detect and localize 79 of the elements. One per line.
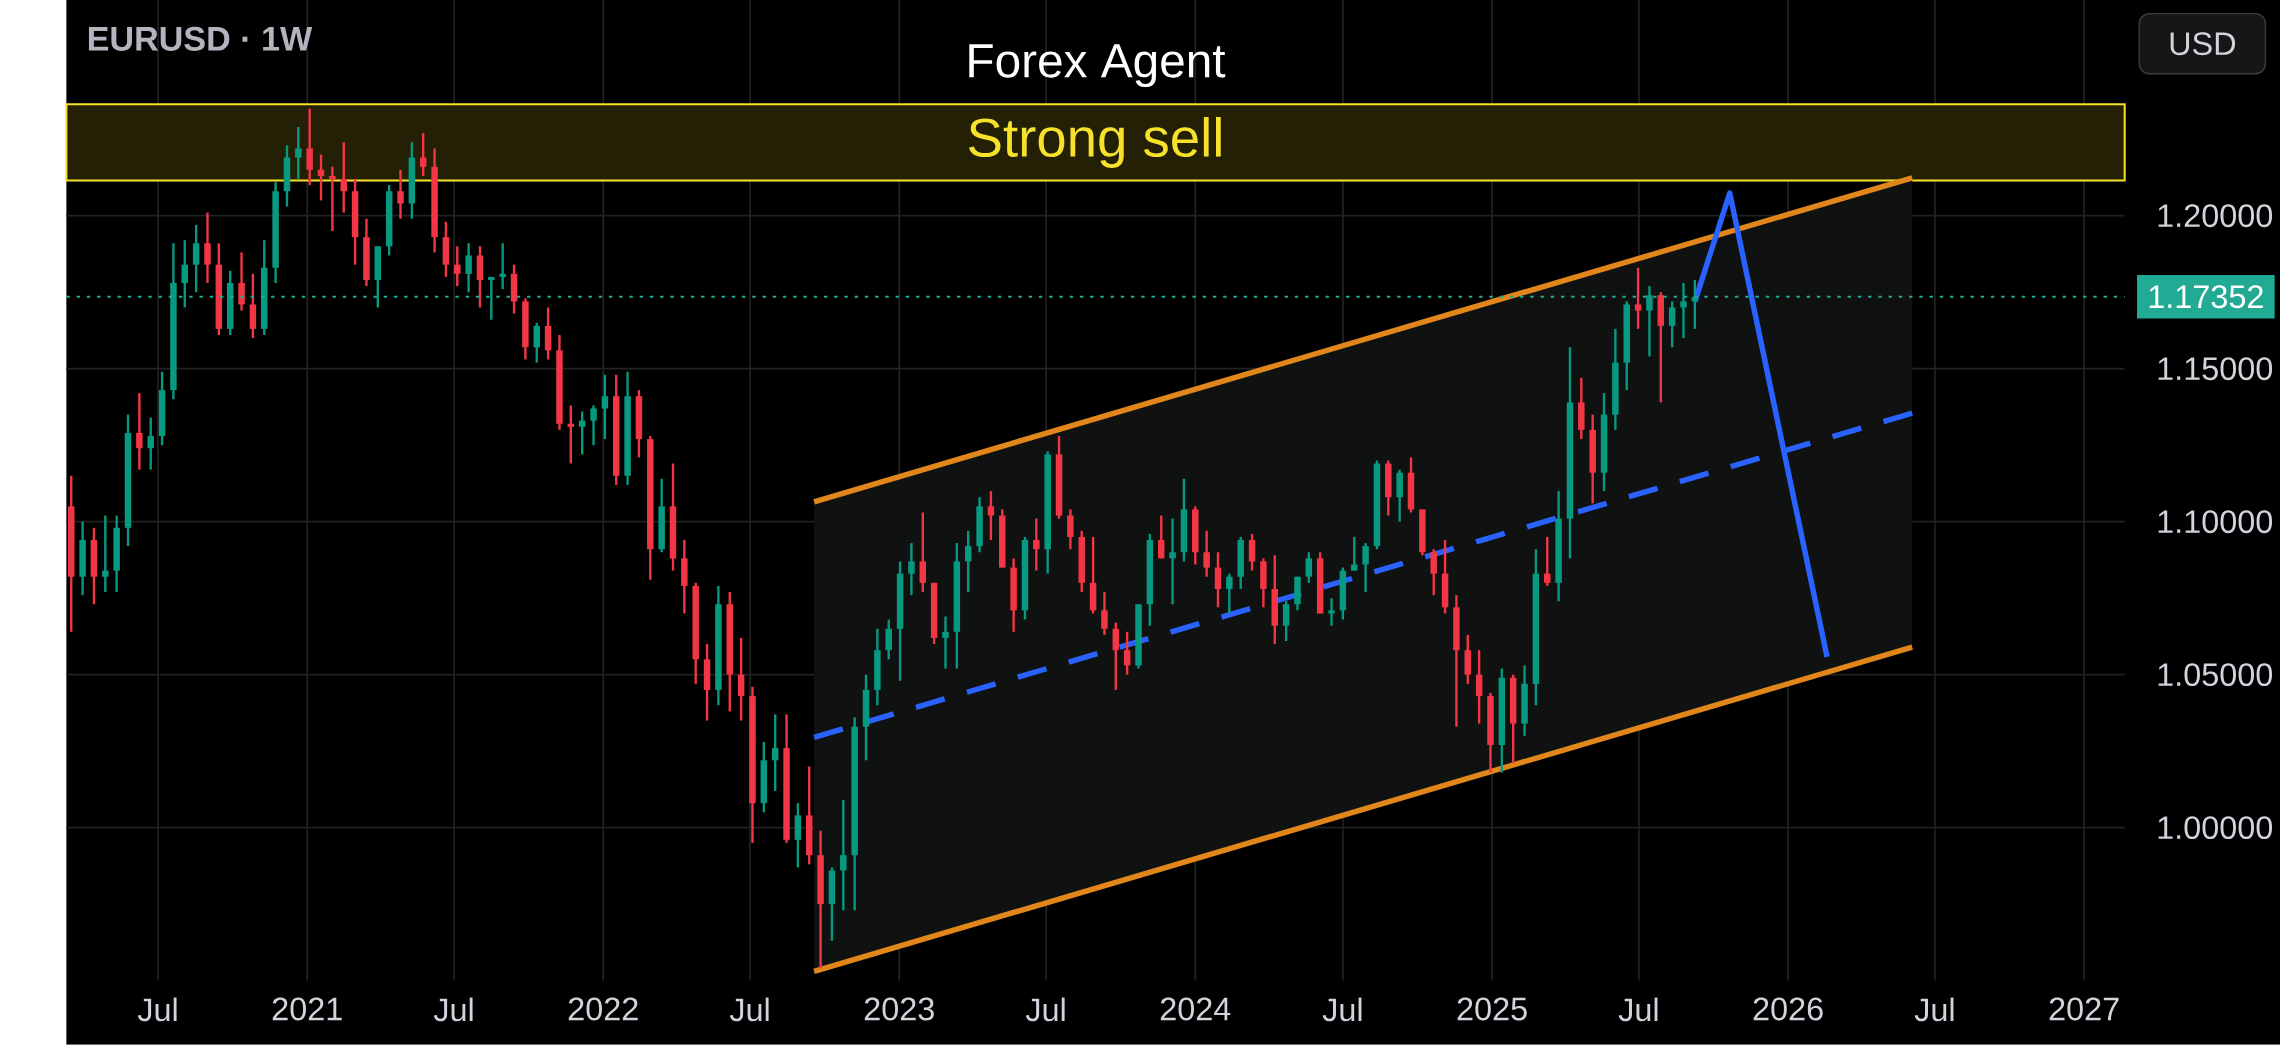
candlestick (987, 490, 995, 542)
candlestick (499, 242, 506, 291)
candlestick (181, 239, 189, 309)
candlestick (1157, 514, 1165, 560)
candlestick (1668, 300, 1676, 349)
x-tick-label: 2023 (864, 997, 934, 1021)
y-tick-label: 1.15000 (2158, 357, 2273, 381)
candlestick (295, 125, 302, 181)
candlestick (329, 165, 336, 233)
x-tick-label: 2026 (1753, 997, 1823, 1021)
candlestick (419, 132, 427, 178)
candlestick (964, 529, 972, 594)
x-tick-label: Jul (433, 997, 473, 1022)
candlestick (1475, 649, 1483, 725)
y-tick-label: 1.10000 (2158, 510, 2273, 534)
candlestick (567, 404, 575, 465)
x-tick-label: 2027 (2049, 997, 2119, 1021)
candlestick (306, 107, 313, 187)
candlestick (885, 618, 892, 661)
candlestick (1328, 597, 1335, 628)
candlestick (1350, 535, 1358, 572)
candlestick (1101, 590, 1108, 637)
x-tick-label: Jul (1025, 997, 1065, 1022)
candlestick (1680, 281, 1687, 340)
x-tick-label: 2025 (1457, 997, 1527, 1021)
candlestick (317, 153, 325, 202)
candlestick (1214, 551, 1222, 609)
candlestick (1282, 600, 1290, 643)
candlestick (204, 211, 211, 285)
candlestick (737, 636, 745, 722)
candlestick (1362, 542, 1369, 594)
candlestick (578, 410, 586, 456)
band-label: Strong sell (969, 117, 1221, 169)
candlestick (1430, 548, 1437, 597)
y-axis-title: USD (2170, 32, 2236, 56)
candlestick (397, 168, 404, 221)
candlestick (1248, 532, 1256, 572)
y-tick-label: 1.05000 (2158, 663, 2273, 687)
candlestick (1305, 551, 1313, 585)
x-tick-label: Jul (1914, 997, 1954, 1022)
candlestick (340, 141, 347, 214)
candlestick (488, 275, 495, 322)
candlestick (1112, 621, 1120, 692)
candlestick (102, 514, 109, 594)
x-tick-label: 2022 (568, 997, 638, 1021)
candlestick (771, 713, 779, 793)
x-tick-label: 2021 (272, 997, 342, 1021)
x-tick-label: Jul (729, 997, 769, 1022)
candlestick (192, 223, 200, 294)
candlestick (465, 242, 472, 294)
y-tick-label: 1.20000 (2158, 204, 2273, 228)
candlestick (1067, 508, 1074, 551)
candlestick (1646, 285, 1653, 358)
text: EURUSD · 1W (88, 26, 313, 52)
x-tick-label: Jul (137, 997, 177, 1022)
x-tick-label: Jul (1322, 997, 1362, 1022)
candlestick (942, 615, 949, 670)
candlestick (1169, 517, 1176, 606)
candlestick (590, 404, 597, 447)
candlestick (1226, 572, 1233, 615)
y-tick-label: 1.00000 (2158, 816, 2273, 840)
candlestick (1634, 266, 1642, 331)
candlestick (238, 251, 245, 312)
candlestick (1544, 535, 1551, 588)
x-tick-label: Jul (1618, 997, 1658, 1022)
candlestick (136, 392, 143, 472)
candlestick (1123, 630, 1131, 677)
candlestick (908, 542, 915, 597)
candlestick (454, 245, 461, 288)
candlestick (147, 416, 154, 472)
candlestick (533, 321, 540, 364)
candlestick (1203, 529, 1210, 579)
candlestick (840, 799, 847, 912)
candlestick (919, 511, 927, 594)
ref-line-label: 1.17352 (2149, 285, 2263, 309)
candlestick (601, 373, 609, 441)
x-tick-label: 2024 (1160, 997, 1231, 1021)
text: Forex Agent (969, 44, 1226, 88)
candlestick (1033, 517, 1040, 572)
